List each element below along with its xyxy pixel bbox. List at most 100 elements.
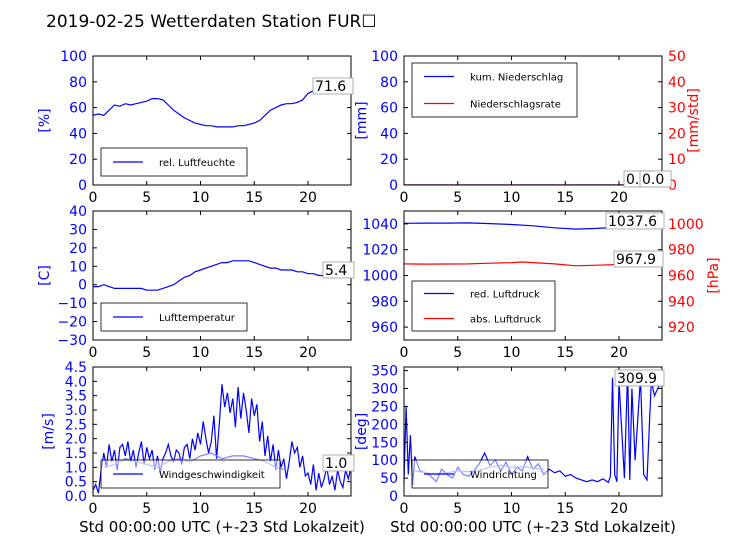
y-tick-label: 0.0 xyxy=(65,489,87,505)
annotation-box xyxy=(639,170,672,188)
axes-frame xyxy=(92,55,352,186)
y2-tick-label: 50 xyxy=(668,49,686,65)
x-tick-label: 0 xyxy=(400,345,409,361)
annotation-box xyxy=(605,212,665,230)
y-tick-label: 2.5 xyxy=(65,417,87,433)
x-tick-label: 15 xyxy=(245,190,263,206)
y-tick-label: 0 xyxy=(389,178,398,194)
x-tick-label: 10 xyxy=(503,190,521,206)
legend-label: red. Luftdruck xyxy=(470,290,540,301)
x-tick-label: 15 xyxy=(556,345,574,361)
y-tick-label: 1.0 xyxy=(65,460,87,476)
y2-tick-label: 920 xyxy=(668,320,695,336)
x-tick-label: 5 xyxy=(142,190,151,206)
panel-temperature: 0 5 10 15 20 −30 −20 −10 0 10 20 30 40 [C] Lufttempera… xyxy=(37,204,355,361)
panel-humidity: 0 5 10 15 20 0 20 40 60 80 100 [%] rel. Luftfeuchte 7… xyxy=(37,49,354,206)
y-tick-label: 4.5 xyxy=(65,360,87,376)
y-tick-label: 2.0 xyxy=(65,432,87,448)
x-tick-label: 10 xyxy=(503,345,521,361)
legend-label: rel. Luftfeuchte xyxy=(159,158,235,169)
y2-axis-label: [hPa] xyxy=(706,257,722,293)
y-tick-label: 100 xyxy=(371,49,398,65)
annotation-value: 5.4 xyxy=(325,263,347,279)
annotation-box xyxy=(322,454,355,472)
y2-tick-label: 30 xyxy=(668,101,686,117)
y-axis-label: [%] xyxy=(37,108,53,132)
y-tick-label: 1020 xyxy=(362,243,398,259)
y-tick-label: 80 xyxy=(69,75,87,91)
series-line-temperature-0 xyxy=(93,260,351,291)
y-tick-label: 20 xyxy=(69,152,87,168)
legend-box xyxy=(411,62,578,118)
annotation-box xyxy=(322,261,355,279)
y-tick-label: 1000 xyxy=(362,269,398,285)
x-tick-label: 5 xyxy=(453,345,462,361)
x-tick-label: 20 xyxy=(610,190,628,206)
x-tick-label: 0 xyxy=(400,190,409,206)
x-tick-label: 10 xyxy=(503,501,521,517)
x-tick-label: 15 xyxy=(556,190,574,206)
x-tick-label: 15 xyxy=(245,501,263,517)
y-tick-label: 4.0 xyxy=(65,374,87,390)
y-tick-label: 80 xyxy=(380,75,398,91)
y-tick-label: 960 xyxy=(371,320,398,336)
x-axis-label: Std 00:00:00 UTC (+-23 Std Lokalzeit) xyxy=(79,518,365,536)
y-tick-label: 100 xyxy=(60,49,87,65)
x-tick-label: 10 xyxy=(192,190,210,206)
figure-title: 2019-02-25 Wetterdaten Station FUR☐ xyxy=(46,12,377,32)
y2-tick-label: 20 xyxy=(668,126,686,142)
annotation-value: 0.0 xyxy=(642,172,664,188)
legend-label: Windgeschwindigkeit xyxy=(159,470,265,481)
x-tick-label: 10 xyxy=(192,345,210,361)
y-tick-label: 40 xyxy=(69,126,87,142)
x-tick-label: 20 xyxy=(610,345,628,361)
series-line-humidity-0 xyxy=(93,86,351,128)
x-tick-label: 0 xyxy=(89,190,98,206)
y2-tick-label: 0 xyxy=(668,178,677,194)
y-tick-label: 350 xyxy=(371,364,398,380)
x-tick-label: 10 xyxy=(192,501,210,517)
annotation-value: 1037.6 xyxy=(608,214,657,230)
y-tick-label: 250 xyxy=(371,399,398,415)
y-tick-label: 3.0 xyxy=(65,403,87,419)
y-tick-label: 3.5 xyxy=(65,389,87,405)
y2-tick-label: 10 xyxy=(668,152,686,168)
y-tick-label: 20 xyxy=(380,152,398,168)
y-tick-label: 50 xyxy=(380,471,398,487)
y-tick-label: −20 xyxy=(57,315,87,331)
y-tick-label: 1.5 xyxy=(65,446,87,462)
x-tick-label: 5 xyxy=(142,345,151,361)
y-tick-label: 100 xyxy=(371,453,398,469)
y2-tick-label: 960 xyxy=(668,269,695,285)
y-tick-label: 200 xyxy=(371,417,398,433)
x-tick-label: 15 xyxy=(245,345,263,361)
y-tick-label: 0 xyxy=(78,278,87,294)
y-axis-label: [mm] xyxy=(354,101,370,139)
annotation-value: 71.6 xyxy=(315,79,346,95)
x-tick-label: 0 xyxy=(89,501,98,517)
y-tick-label: 20 xyxy=(69,241,87,257)
y-tick-label: −10 xyxy=(57,296,87,312)
x-tick-label: 0 xyxy=(89,345,98,361)
x-tick-label: 5 xyxy=(142,501,151,517)
x-tick-label: 5 xyxy=(453,190,462,206)
x-axis-label: Std 00:00:00 UTC (+-23 Std Lokalzeit) xyxy=(390,518,676,536)
y2-tick-label: 940 xyxy=(668,294,695,310)
annotation-value: 967.9 xyxy=(616,252,656,268)
x-tick-label: 5 xyxy=(453,501,462,517)
annotation-value: 309.9 xyxy=(617,371,657,387)
y-tick-label: 30 xyxy=(69,222,87,238)
y-tick-label: 1040 xyxy=(362,217,398,233)
y2-tick-label: 40 xyxy=(668,75,686,91)
legend-label: kum. Niederschlag xyxy=(470,73,563,84)
legend-label: abs. Luftdruck xyxy=(470,315,541,326)
axes-frame xyxy=(403,366,663,497)
y-tick-label: 60 xyxy=(380,101,398,117)
legend-box xyxy=(411,280,556,332)
y-tick-label: 0.5 xyxy=(65,475,87,491)
annotation-box xyxy=(613,250,664,268)
axes-frame xyxy=(92,366,352,497)
annotation-box xyxy=(614,369,665,387)
